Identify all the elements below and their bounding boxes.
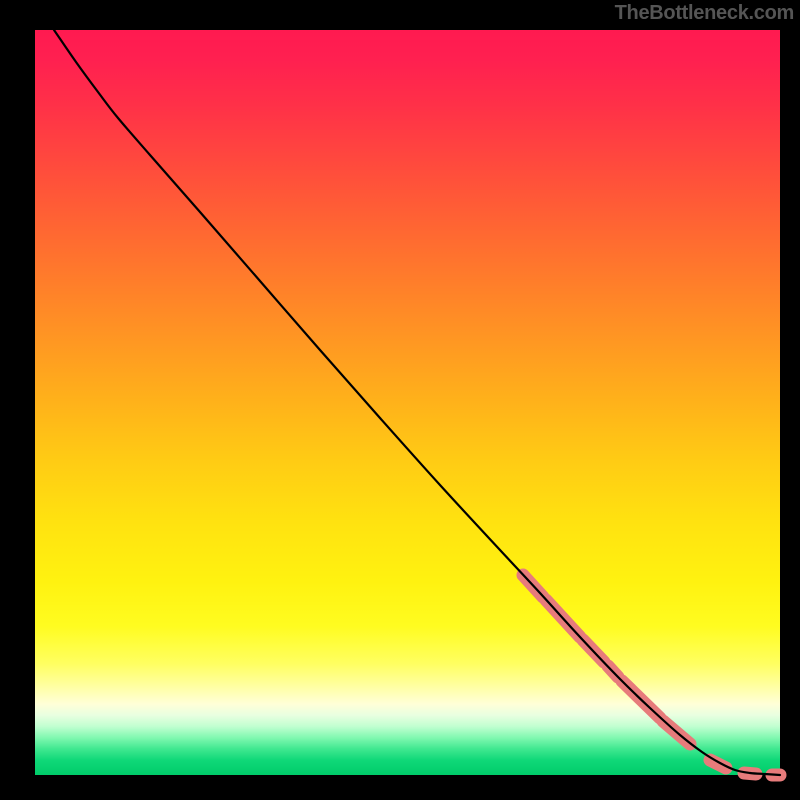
attribution-text: TheBottleneck.com <box>615 2 794 25</box>
bottleneck-chart <box>0 0 800 800</box>
plot-background <box>35 30 780 775</box>
